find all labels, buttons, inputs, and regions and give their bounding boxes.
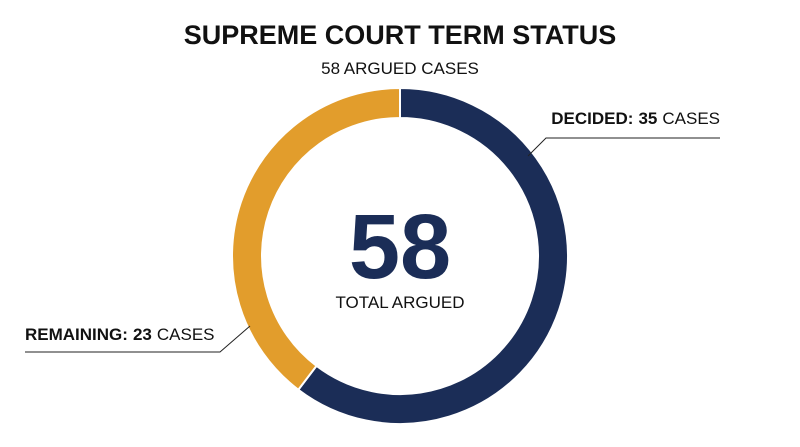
leader-line [527, 137, 720, 157]
segment-unit: CASES [157, 325, 215, 344]
segment-value: 35 [638, 109, 657, 128]
segment-value: 23 [133, 325, 152, 344]
center-total: 58 [349, 196, 451, 298]
chart-subtitle: 58 ARGUED CASES [321, 59, 479, 78]
center-label: TOTAL ARGUED [335, 293, 464, 312]
leader-line [25, 325, 251, 353]
segment-name: REMAINING: [25, 325, 128, 344]
segment-name: DECIDED: [551, 109, 633, 128]
donut-segment [296, 86, 569, 425]
chart-title: SUPREME COURT TERM STATUS [184, 20, 617, 50]
segment-label: REMAINING: 23 CASES [25, 325, 215, 344]
donut-segment [231, 86, 401, 392]
segment-label: DECIDED: 35 CASES [551, 109, 720, 128]
segment-unit: CASES [662, 109, 720, 128]
